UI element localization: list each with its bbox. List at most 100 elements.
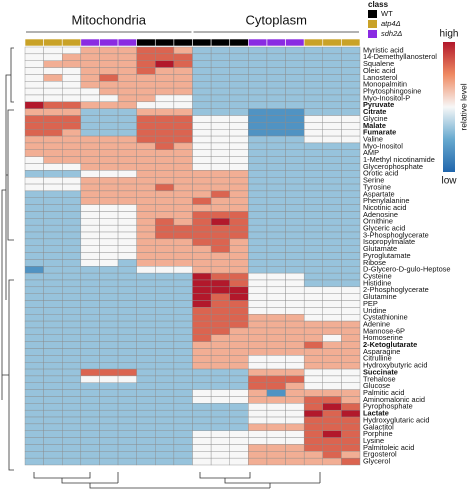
heatmap-cell <box>24 60 44 68</box>
heatmap-cell <box>173 389 193 397</box>
heatmap-cell <box>173 457 193 466</box>
row-label: Hydroxybutyric acid <box>363 361 427 370</box>
heatmap-cell <box>24 430 44 438</box>
heatmap-cell <box>43 122 63 130</box>
heatmap-cell <box>285 307 305 315</box>
heatmap-cell <box>173 286 193 294</box>
heatmap-cell <box>210 286 230 294</box>
heatmap-cell <box>341 396 361 404</box>
heatmap-cell <box>285 430 305 438</box>
heatmap-cell <box>341 403 361 411</box>
heatmap-cell <box>117 348 137 356</box>
heatmap-cell <box>210 156 230 164</box>
heatmap-cell <box>62 231 82 240</box>
heatmap-cell <box>322 389 342 397</box>
heatmap-cell <box>24 245 44 253</box>
heatmap-cell <box>322 115 342 123</box>
heatmap-cell <box>248 293 268 301</box>
heatmap-cell <box>80 259 100 267</box>
heatmap-cell <box>266 375 286 383</box>
heatmap-cell <box>248 176 268 185</box>
heatmap-cell <box>99 87 119 96</box>
heatmap-cell <box>155 129 175 137</box>
heatmap-cell <box>62 457 82 466</box>
heatmap-cell <box>136 115 156 123</box>
heatmap-cell <box>99 238 119 246</box>
heatmap-cell <box>173 197 193 205</box>
class-annotation <box>24 38 44 47</box>
heatmap-cell <box>210 67 230 75</box>
heatmap-cell <box>322 176 342 185</box>
heatmap-cell <box>62 320 82 329</box>
heatmap-cell <box>43 409 63 418</box>
heatmap-cell <box>173 115 193 123</box>
heatmap-cell <box>43 156 63 164</box>
heatmap-cell <box>285 300 305 308</box>
heatmap-cell <box>266 135 286 144</box>
heatmap-cell <box>248 437 268 445</box>
heatmap-cell <box>99 430 119 438</box>
heatmap-cell <box>322 46 342 55</box>
heatmap-cell <box>322 129 342 137</box>
heatmap-cell <box>322 197 342 205</box>
heatmap-cell <box>248 423 268 431</box>
heatmap-cell <box>248 204 268 212</box>
heatmap-cell <box>43 457 63 466</box>
heatmap-cell <box>322 403 342 411</box>
heatmap-cell <box>303 231 323 240</box>
heatmap-cell <box>155 204 175 212</box>
heatmap-cell <box>192 108 212 116</box>
heatmap-cell <box>80 348 100 356</box>
heatmap-cell <box>80 430 100 438</box>
heatmap-cell <box>117 286 137 294</box>
heatmap-cell <box>248 60 268 68</box>
heatmap-cell <box>303 389 323 397</box>
heatmap-cell <box>99 409 119 418</box>
heatmap-cell <box>266 341 286 349</box>
class-annotation <box>341 38 361 47</box>
heatmap-cell <box>80 87 100 96</box>
heatmap-cell <box>303 259 323 267</box>
heatmap-cell <box>155 53 175 61</box>
heatmap-cell <box>117 204 137 212</box>
heatmap-cell <box>210 252 230 260</box>
heatmap-cell <box>248 183 268 192</box>
heatmap-cell <box>303 142 323 150</box>
heatmap-cell <box>62 362 82 370</box>
heatmap-cell <box>117 375 137 383</box>
heatmap-cell <box>303 46 323 55</box>
heatmap-cell <box>192 368 212 377</box>
heatmap-cell <box>322 183 342 192</box>
heatmap-cell <box>155 156 175 164</box>
heatmap-cell <box>322 238 342 246</box>
heatmap-cell <box>155 259 175 267</box>
heatmap-cell <box>117 396 137 404</box>
heatmap-cell <box>192 170 212 178</box>
heatmap-cell <box>266 314 286 322</box>
heatmap-cell <box>285 327 305 336</box>
heatmap-cell <box>99 437 119 445</box>
heatmap-cell <box>303 423 323 431</box>
heatmap-cell <box>341 142 361 150</box>
heatmap-cell <box>24 444 44 452</box>
heatmap-cell <box>136 355 156 363</box>
heatmap-cell <box>229 53 249 61</box>
heatmap-cell <box>266 87 286 96</box>
heatmap-cell <box>322 307 342 315</box>
heatmap-cell <box>210 409 230 418</box>
heatmap-cell <box>99 334 119 342</box>
heatmap-cell <box>266 204 286 212</box>
heatmap-cell <box>266 409 286 418</box>
heatmap-cell <box>117 457 137 466</box>
heatmap-cell <box>192 272 212 281</box>
heatmap-cell <box>117 211 137 219</box>
class-annotation <box>303 38 324 47</box>
heatmap-cell <box>341 231 361 240</box>
row-label: Oleic acid <box>363 66 395 75</box>
heatmap-cell <box>303 245 323 253</box>
class-annotation <box>99 38 119 47</box>
heatmap-cell <box>43 279 63 288</box>
heatmap-cell <box>229 334 249 342</box>
heatmap-cell <box>99 108 119 116</box>
heatmap-cell <box>248 382 268 390</box>
